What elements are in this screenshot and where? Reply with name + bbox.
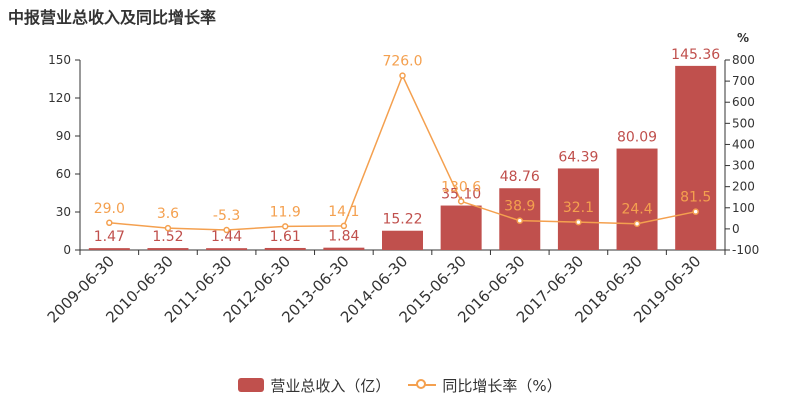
bar — [206, 248, 248, 250]
y-right-tick-label: 600 — [732, 95, 755, 109]
bar — [264, 247, 306, 250]
bar-value-label: 1.84 — [328, 229, 359, 245]
bar — [675, 65, 717, 250]
growth-value-label: 32.1 — [563, 200, 594, 216]
growth-value-label: 29.0 — [94, 201, 125, 217]
bar-value-label: 1.44 — [211, 229, 242, 245]
y-right-tick-label: 100 — [732, 201, 755, 215]
bar — [88, 248, 130, 250]
legend-revenue-label: 营业总收入（亿） — [270, 376, 391, 395]
y-left-tick-label: 60 — [56, 167, 71, 181]
bar — [616, 148, 658, 250]
growth-value-label: 726.0 — [382, 54, 422, 70]
growth-value-label: 130.6 — [441, 179, 481, 195]
y-right-unit: % — [737, 31, 749, 45]
bar — [440, 205, 482, 250]
y-right-tick-label: 400 — [732, 137, 755, 151]
y-left-tick-label: 120 — [48, 91, 71, 105]
growth-value-label: 11.9 — [270, 204, 301, 220]
growth-point — [281, 223, 289, 230]
bar-value-label: 145.36 — [671, 47, 720, 63]
legend-item-revenue[interactable]: 营业总收入（亿） — [238, 375, 390, 396]
y-right-tick-label: 700 — [732, 74, 755, 88]
y-right-tick-label: 200 — [732, 180, 755, 194]
legend-item-growth[interactable]: 同比增长率（%） — [408, 375, 562, 396]
y-left-tick-label: 30 — [56, 205, 71, 219]
y-right-tick-label: 500 — [732, 116, 755, 130]
growth-point — [575, 218, 582, 226]
growth-value-label: 3.6 — [157, 206, 179, 222]
legend-line-swatch — [408, 378, 437, 392]
growth-point — [516, 217, 524, 224]
growth-value-label: 24.4 — [621, 202, 652, 218]
bar-value-label: 35.10 — [441, 187, 481, 203]
legend-bar-swatch — [238, 378, 265, 392]
bar — [557, 168, 599, 250]
growth-point — [106, 219, 113, 227]
growth-point — [340, 222, 348, 230]
growth-value-label: 38.9 — [504, 199, 535, 215]
y-right-tick-label: 0 — [732, 222, 740, 236]
growth-point — [164, 224, 172, 232]
growth-value-label: 14.1 — [328, 204, 359, 220]
bar-value-label: 1.47 — [94, 229, 125, 245]
chart-title: 中报营业总收入及同比增长率 — [8, 8, 217, 27]
legend-growth-label: 同比增长率（%） — [442, 376, 562, 395]
growth-point — [633, 220, 641, 227]
growth-point — [457, 198, 465, 205]
bar-value-label: 80.09 — [617, 130, 657, 146]
bar-value-label: 15.22 — [382, 212, 422, 228]
growth-value-label: -5.3 — [213, 208, 240, 224]
y-right-tick-label: -100 — [732, 243, 759, 257]
bar — [147, 248, 189, 250]
y-left-tick-label: 150 — [48, 53, 71, 67]
bar-value-label: 64.39 — [558, 149, 598, 165]
y-left-tick-label: 90 — [56, 129, 71, 143]
bar-value-label: 1.52 — [152, 229, 183, 245]
growth-line — [109, 73, 696, 231]
growth-value-label: 81.5 — [680, 190, 711, 206]
bar — [323, 247, 365, 250]
y-right-tick-label: 300 — [732, 159, 755, 173]
y-left-tick-label: 0 — [63, 243, 71, 257]
y-right-tick-label: 800 — [732, 53, 755, 67]
growth-point — [223, 226, 230, 234]
bar — [382, 230, 423, 250]
growth-point — [692, 208, 699, 215]
growth-point — [399, 72, 406, 79]
bar-value-label: 48.76 — [500, 169, 540, 185]
bar-value-label: 1.61 — [270, 229, 301, 245]
legend: 营业总收入（亿） 同比增长率（%） — [0, 374, 800, 396]
